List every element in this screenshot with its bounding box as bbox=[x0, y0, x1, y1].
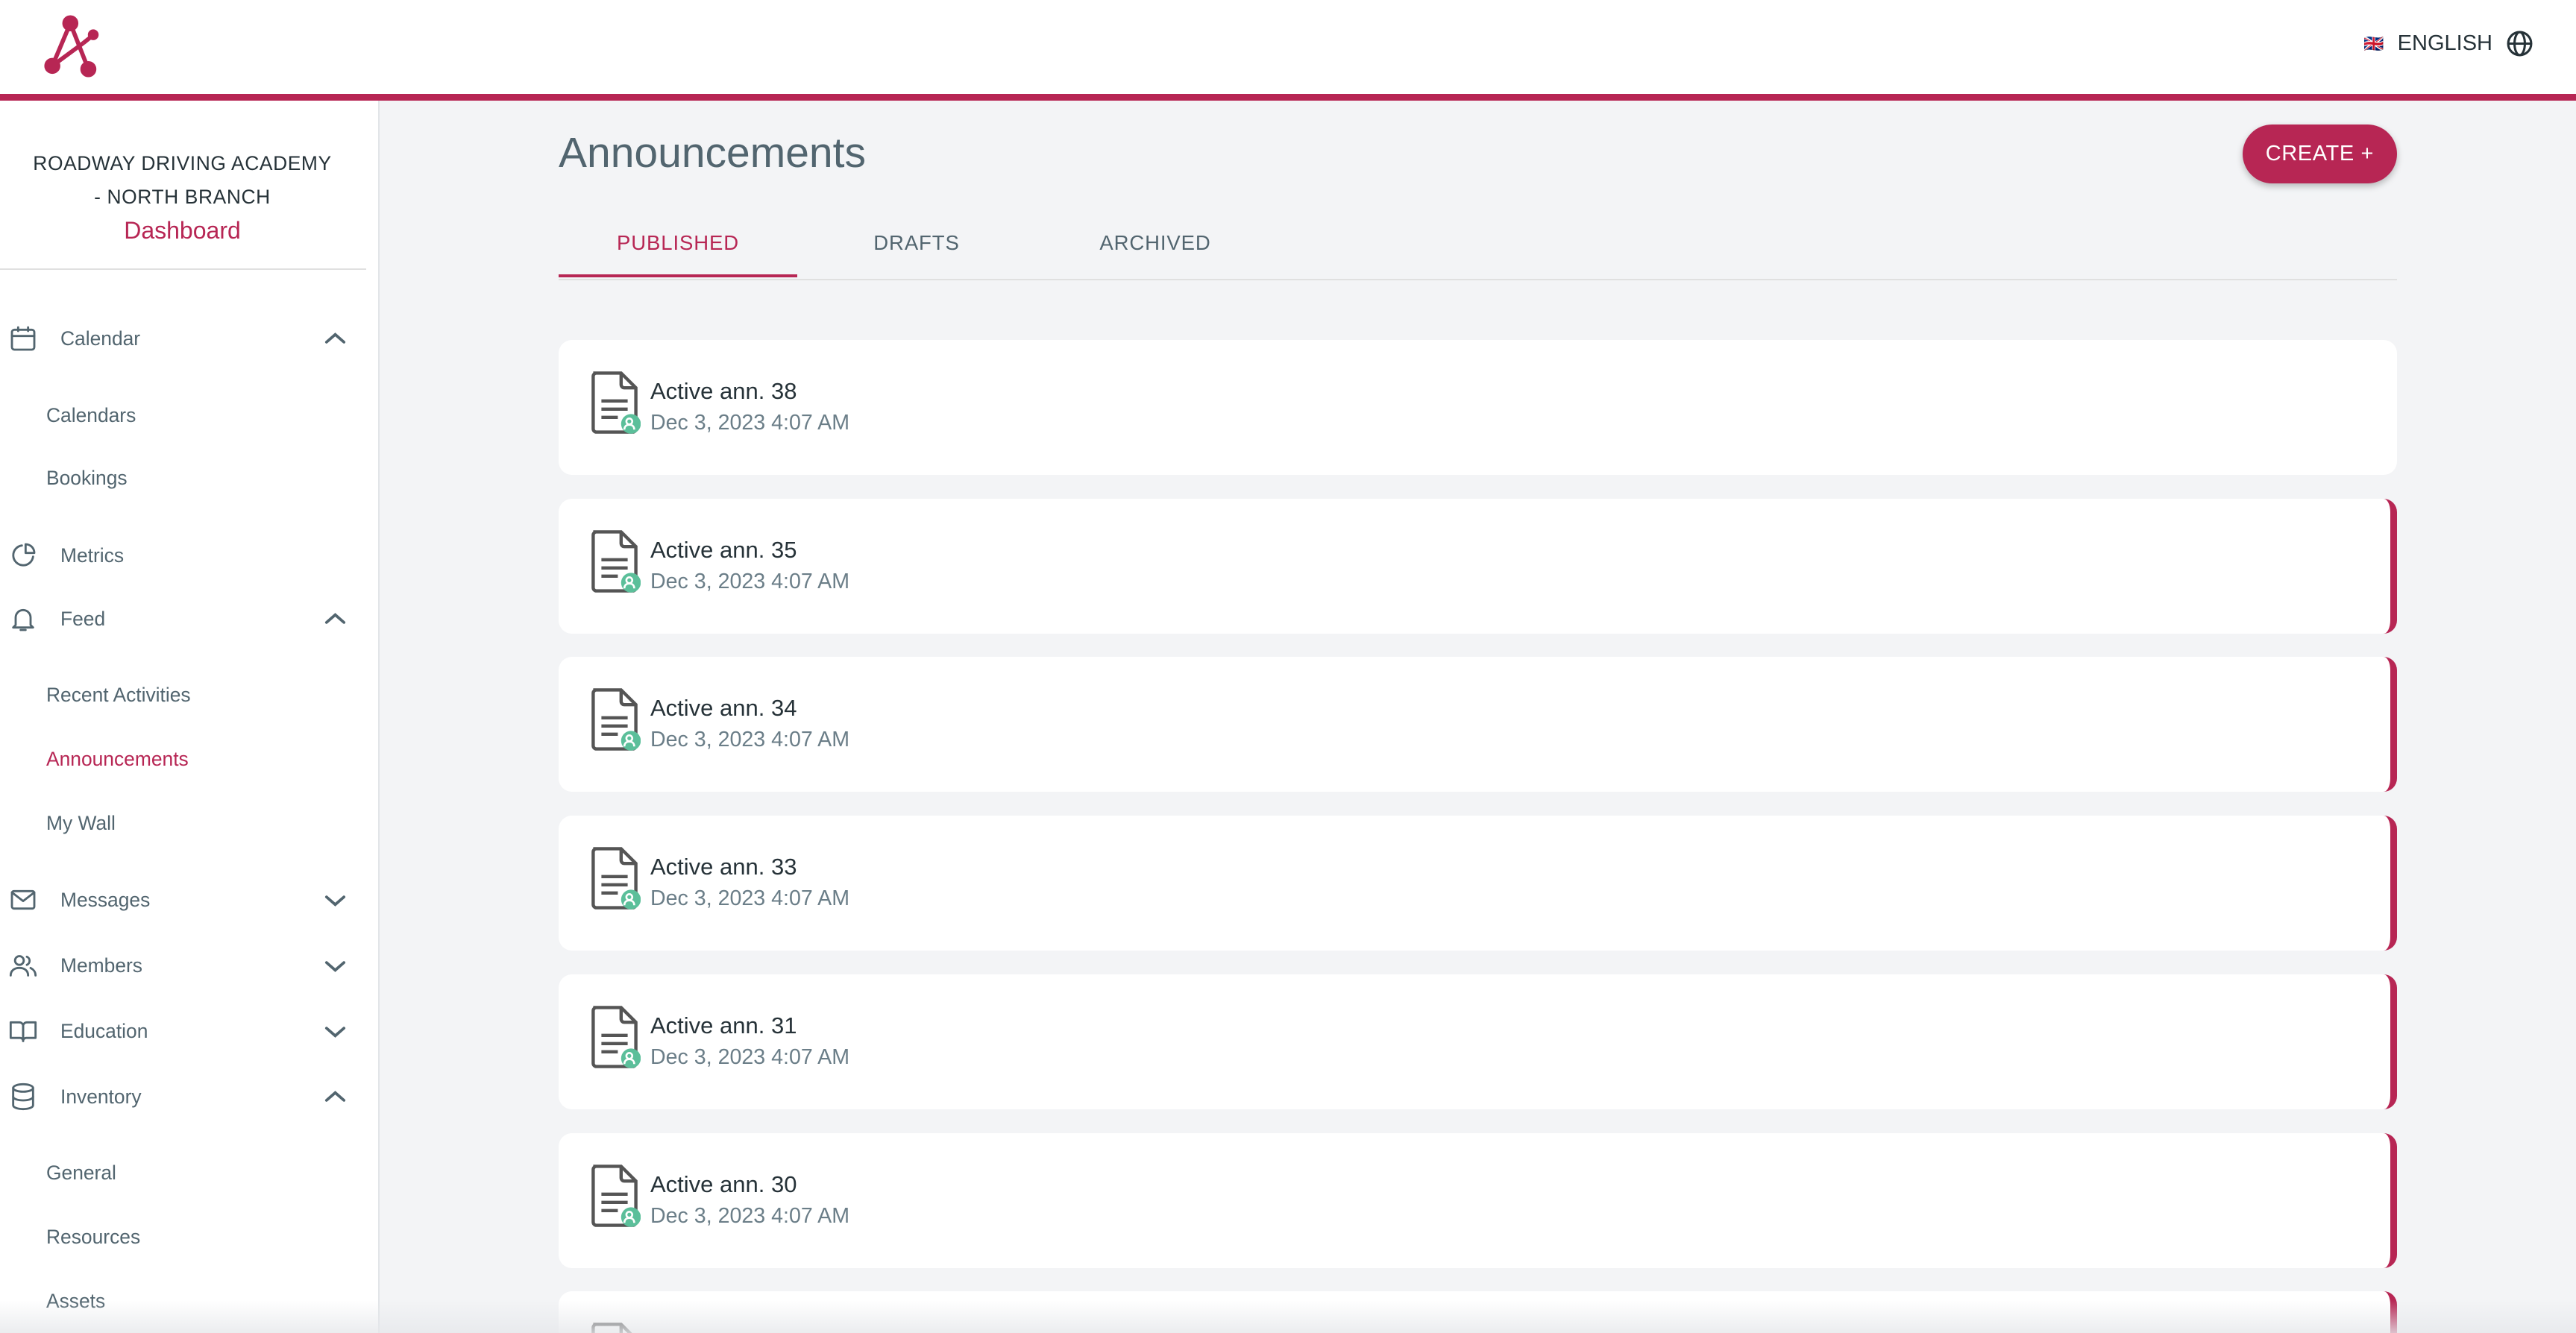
audience-badge-icon bbox=[621, 414, 641, 434]
sidebar-item-members[interactable]: Members bbox=[0, 941, 365, 990]
sidebar-item-label: Announcements bbox=[46, 747, 189, 770]
announcement-card[interactable]: Active ann. 38 Dec 3, 2023 4:07 AM bbox=[559, 340, 2397, 475]
dashboard-link[interactable]: Dashboard bbox=[124, 217, 241, 244]
chevron-down-icon[interactable] bbox=[322, 887, 348, 913]
audience-badge-icon bbox=[621, 1207, 641, 1227]
language-selector[interactable]: 🇬🇧 ENGLISH bbox=[2363, 30, 2533, 57]
chevron-up-icon[interactable] bbox=[322, 1084, 348, 1110]
audience-badge-icon bbox=[621, 573, 641, 593]
top-header: 🇬🇧 ENGLISH bbox=[0, 0, 2576, 101]
announcement-date: Dec 3, 2023 4:07 AM bbox=[650, 1204, 850, 1228]
announcement-title: Active ann. 31 bbox=[650, 1012, 797, 1039]
sidebar-item-metrics[interactable]: Metrics bbox=[0, 531, 365, 580]
tab-label: DRAFTS bbox=[873, 231, 960, 254]
sidebar-item-label: Education bbox=[60, 1019, 148, 1042]
document-icon bbox=[591, 371, 641, 434]
globe-icon[interactable] bbox=[2506, 30, 2533, 57]
sidebar-item-label: Members bbox=[60, 954, 142, 977]
sidebar-item-label: General bbox=[46, 1161, 116, 1184]
uk-flag-icon: 🇬🇧 bbox=[2363, 34, 2384, 53]
announcement-card[interactable]: Active ann. 31 Dec 3, 2023 4:07 AM bbox=[559, 974, 2397, 1109]
sidebar-item-messages[interactable]: Messages bbox=[0, 875, 365, 924]
sidebar-item-recent-activities[interactable]: Recent Activities bbox=[0, 670, 365, 719]
page-title: Announcements bbox=[559, 129, 866, 177]
announcement-card[interactable]: Active ann. 30 Dec 3, 2023 4:07 AM bbox=[559, 1133, 2397, 1268]
announcement-date: Dec 3, 2023 4:07 AM bbox=[650, 886, 850, 910]
announcement-title: Active ann. 33 bbox=[650, 854, 797, 880]
mail-icon bbox=[10, 889, 36, 910]
announcement-card[interactable]: Active ann. 33 Dec 3, 2023 4:07 AM bbox=[559, 816, 2397, 951]
sidebar-item-assets[interactable]: Assets bbox=[0, 1276, 365, 1326]
announcement-title: Active ann. 30 bbox=[650, 1171, 797, 1197]
audience-badge-icon bbox=[621, 731, 641, 751]
sidebar-item-label: Bookings bbox=[46, 466, 128, 489]
org-name-line1: ROADWAY DRIVING ACADEMY bbox=[33, 152, 332, 174]
sidebar-item-general[interactable]: General bbox=[0, 1148, 365, 1197]
users-icon bbox=[9, 955, 37, 977]
sidebar-item-label: Inventory bbox=[60, 1085, 142, 1108]
announcement-date: Dec 3, 2023 4:07 AM bbox=[650, 1045, 850, 1069]
audience-badge-icon bbox=[621, 1048, 641, 1068]
sidebar-item-label: My Wall bbox=[46, 811, 116, 834]
sidebar: ROADWAY DRIVING ACADEMY - NORTH BRANCH D… bbox=[0, 101, 380, 1333]
announcement-card[interactable]: Active ann. 34 Dec 3, 2023 4:07 AM bbox=[559, 657, 2397, 792]
sidebar-item-education[interactable]: Education bbox=[0, 1006, 365, 1056]
announcement-date: Dec 3, 2023 4:07 AM bbox=[650, 570, 850, 593]
sidebar-item-label: Recent Activities bbox=[46, 683, 191, 706]
organization-name: ROADWAY DRIVING ACADEMY - NORTH BRANCH bbox=[0, 147, 365, 214]
database-icon bbox=[12, 1083, 34, 1111]
language-label: ENGLISH bbox=[2397, 31, 2492, 55]
tab-published[interactable]: PUBLISHED bbox=[559, 213, 797, 277]
tab-label: ARCHIVED bbox=[1099, 231, 1211, 254]
sidebar-item-label: Assets bbox=[46, 1289, 106, 1312]
org-name-line2: - NORTH BRANCH bbox=[94, 186, 271, 208]
sidebar-item-feed[interactable]: Feed bbox=[0, 594, 365, 643]
book-icon bbox=[9, 1021, 37, 1042]
chevron-down-icon[interactable] bbox=[322, 1018, 348, 1044]
sidebar-item-label: Resources bbox=[46, 1225, 141, 1248]
calendar-icon bbox=[10, 326, 36, 351]
sidebar-item-label: Messages bbox=[60, 888, 151, 911]
bell-icon bbox=[12, 608, 34, 631]
pie-chart-icon bbox=[12, 543, 36, 567]
sidebar-item-my-wall[interactable]: My Wall bbox=[0, 798, 365, 848]
sidebar-item-announcements[interactable]: Announcements bbox=[0, 734, 365, 784]
chevron-up-icon[interactable] bbox=[322, 326, 348, 352]
document-icon bbox=[591, 1006, 641, 1068]
tabs: PUBLISHED DRAFTS ARCHIVED bbox=[559, 213, 2397, 280]
announcement-title: Active ann. 38 bbox=[650, 378, 797, 404]
sidebar-item-label: Feed bbox=[60, 607, 106, 630]
document-icon bbox=[591, 688, 641, 751]
announcement-date: Dec 3, 2023 4:07 AM bbox=[650, 728, 850, 751]
announcement-date: Dec 3, 2023 4:07 AM bbox=[650, 411, 850, 435]
announcement-title: Active ann. 35 bbox=[650, 537, 797, 563]
tab-drafts[interactable]: DRAFTS bbox=[797, 213, 1036, 277]
sidebar-item-resources[interactable]: Resources bbox=[0, 1212, 365, 1261]
app-logo[interactable] bbox=[43, 13, 101, 79]
document-icon bbox=[591, 847, 641, 910]
create-button[interactable]: CREATE + bbox=[2242, 125, 2397, 183]
divider bbox=[0, 268, 366, 270]
document-icon bbox=[591, 1165, 641, 1227]
sidebar-item-label: Calendar bbox=[60, 327, 141, 350]
document-icon bbox=[591, 530, 641, 593]
main-content: Announcements CREATE + PUBLISHED DRAFTS … bbox=[559, 101, 2397, 1333]
announcement-title: Active ann. 34 bbox=[650, 695, 797, 721]
announcement-card[interactable] bbox=[559, 1291, 2397, 1333]
tab-label: PUBLISHED bbox=[617, 231, 739, 254]
audience-badge-icon bbox=[621, 889, 641, 910]
document-icon bbox=[591, 1323, 632, 1333]
tab-archived[interactable]: ARCHIVED bbox=[1036, 213, 1275, 277]
sidebar-item-inventory[interactable]: Inventory bbox=[0, 1072, 365, 1121]
sidebar-item-label: Metrics bbox=[60, 543, 125, 567]
announcement-card[interactable]: Active ann. 35 Dec 3, 2023 4:07 AM bbox=[559, 499, 2397, 634]
sidebar-item-calendar[interactable]: Calendar bbox=[0, 314, 365, 363]
sidebar-item-calendars[interactable]: Calendars bbox=[0, 391, 365, 440]
sidebar-item-label: Calendars bbox=[46, 403, 136, 426]
chevron-down-icon[interactable] bbox=[322, 953, 348, 979]
sidebar-item-bookings[interactable]: Bookings bbox=[0, 453, 365, 502]
chevron-up-icon[interactable] bbox=[322, 606, 348, 632]
